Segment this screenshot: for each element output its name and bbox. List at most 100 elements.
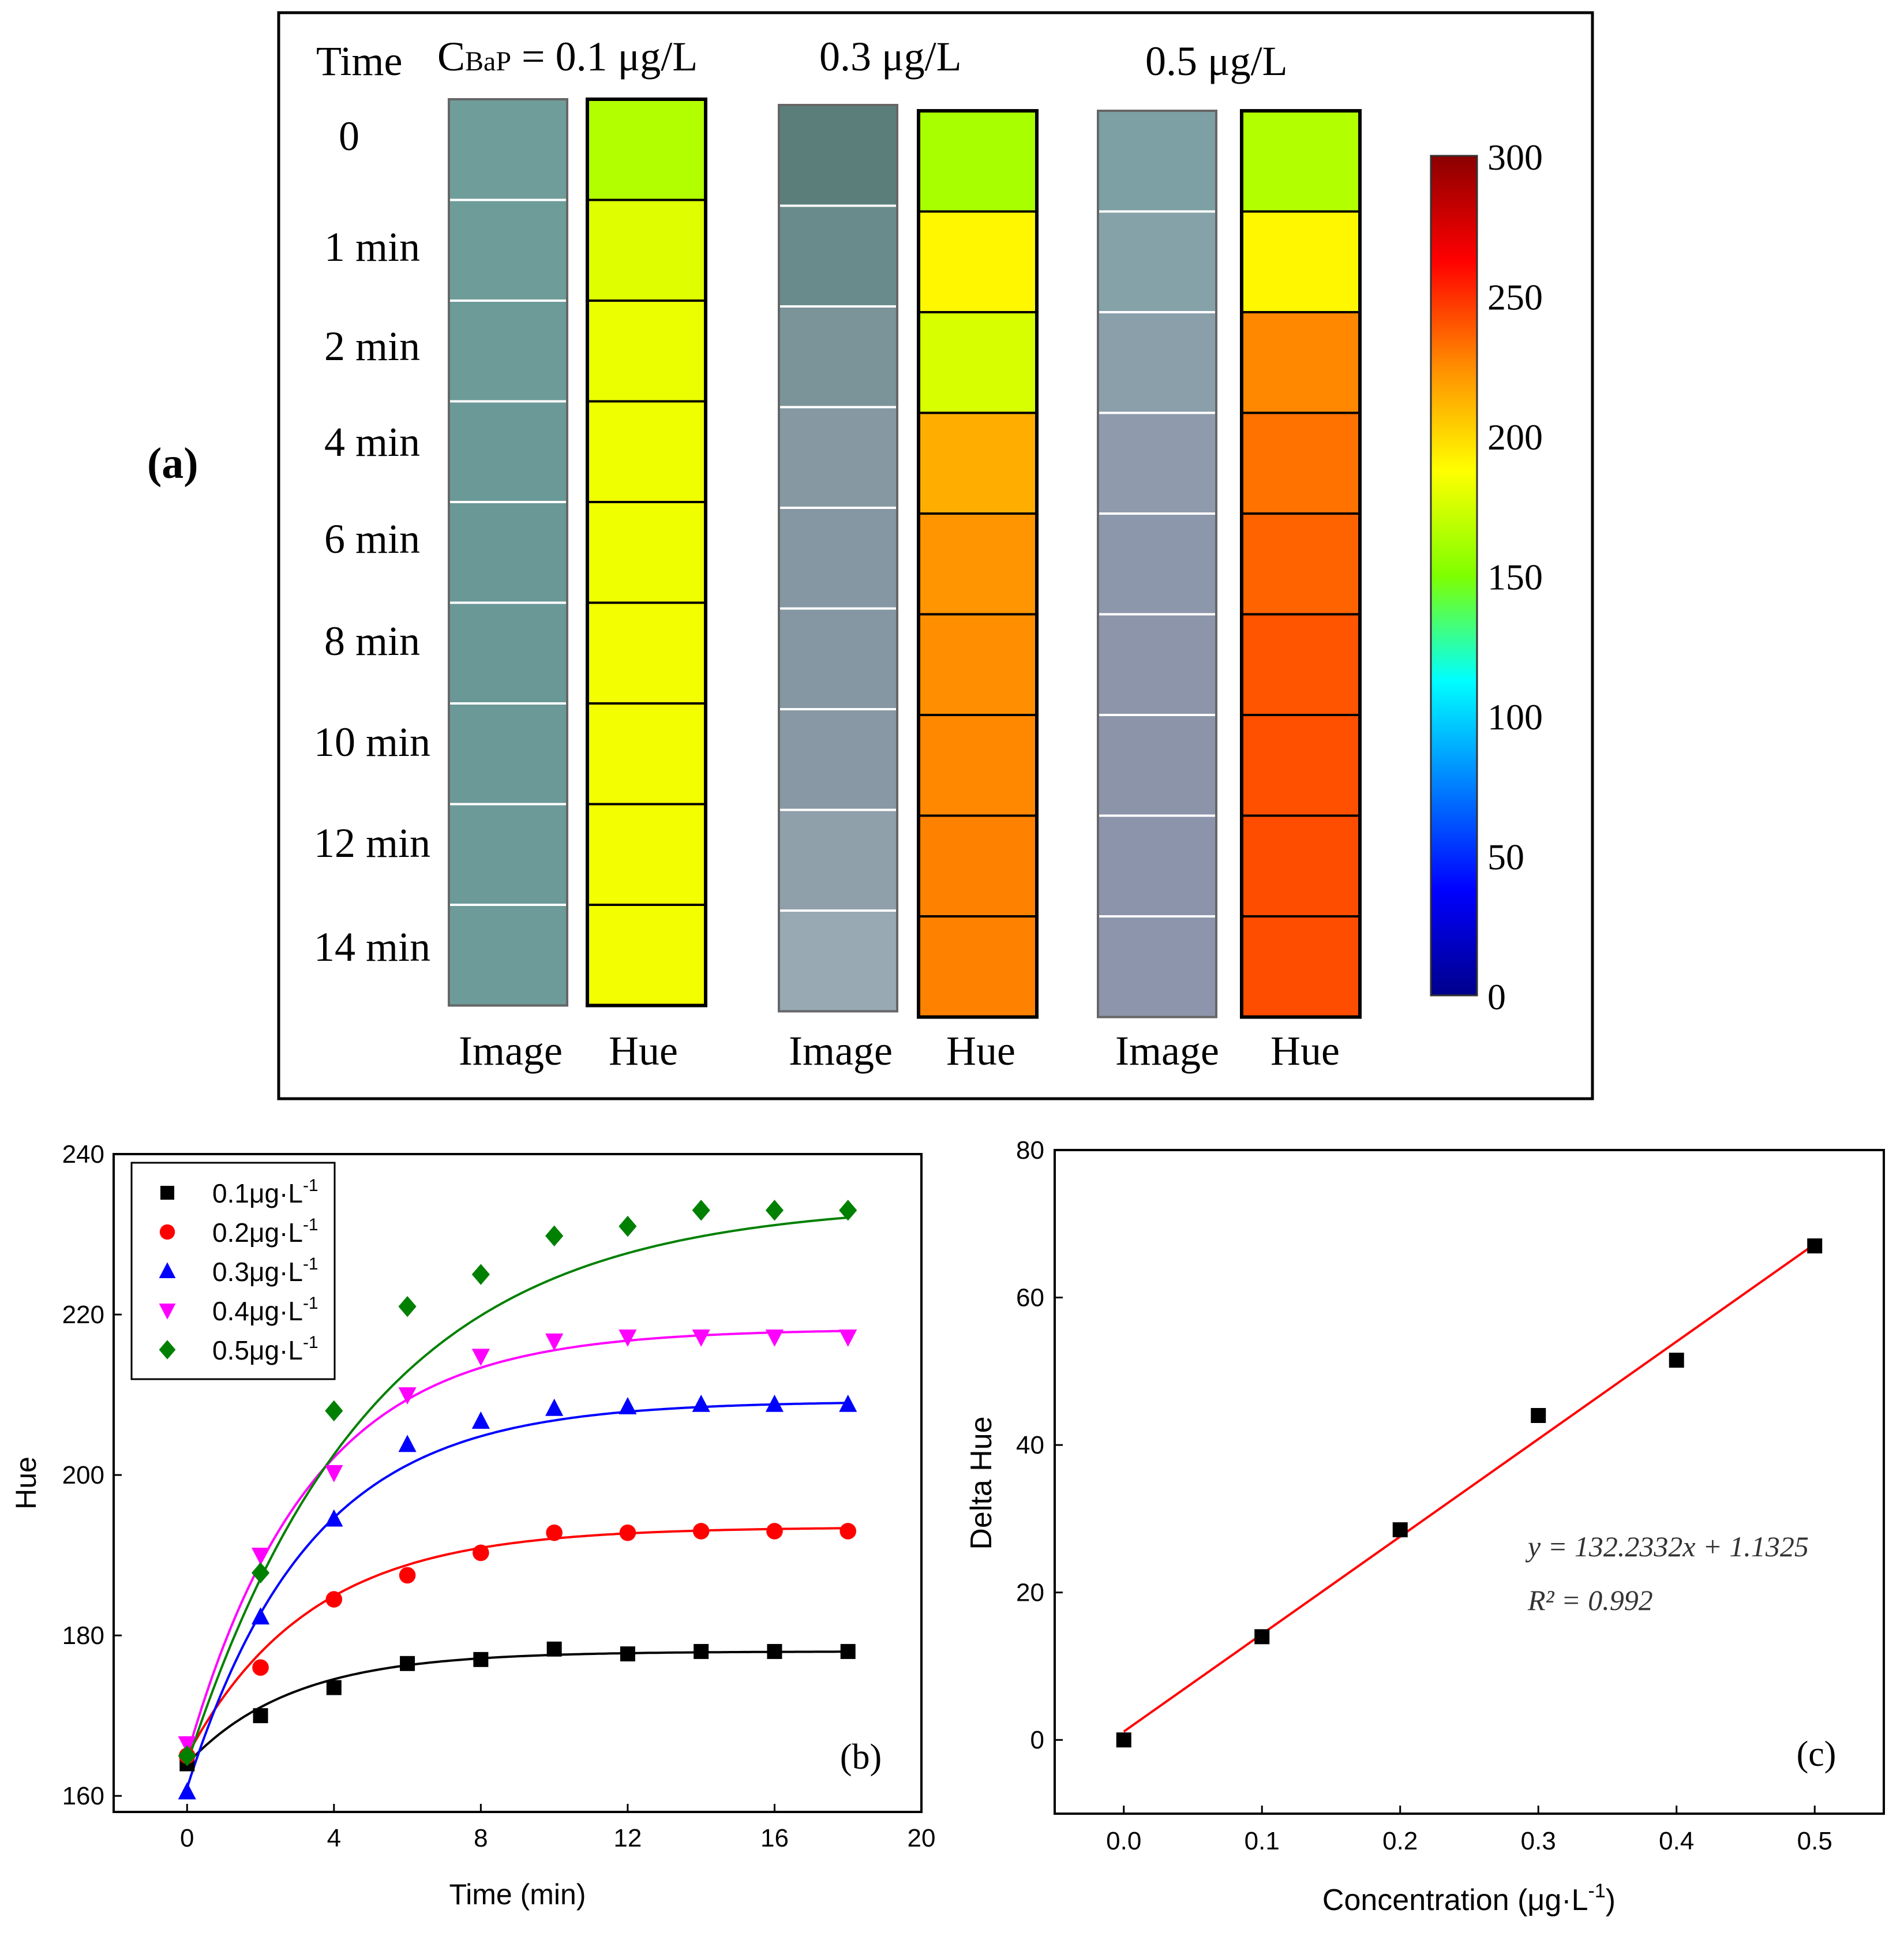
chart-c-xlabel: Concentration (μg·L-1) bbox=[1322, 1880, 1616, 1917]
image-cell bbox=[779, 205, 897, 306]
chart-b-fit-line bbox=[186, 1216, 848, 1765]
panel-a: (a) Time CBaP = 0.1 μg/L 0.3 μg/L 0.5 μg… bbox=[147, 11, 1594, 1100]
image-cell bbox=[449, 502, 567, 603]
chart-b-point bbox=[251, 1562, 270, 1583]
chart-c-equation: y = 132.2332x + 1.1325 bbox=[1525, 1530, 1809, 1563]
chart-b-point bbox=[398, 1295, 417, 1317]
chart-b-point bbox=[251, 1548, 270, 1566]
chart-c-point bbox=[1392, 1522, 1408, 1538]
chart-b-point bbox=[325, 1509, 343, 1527]
chart-b-fit-line bbox=[186, 1330, 848, 1757]
chart-b-panel-label: (b) bbox=[840, 1737, 882, 1777]
chart-b-point bbox=[545, 1333, 564, 1351]
hue-cell bbox=[1240, 915, 1361, 1018]
chart-c-points bbox=[1116, 1238, 1823, 1748]
chart-b-point bbox=[326, 1680, 342, 1695]
hue-cell bbox=[917, 814, 1038, 918]
chart-b-ytick-label: 180 bbox=[62, 1622, 104, 1650]
image-cell bbox=[779, 709, 897, 810]
chart-b-fit-line bbox=[186, 1527, 848, 1757]
chart-c-ytick-label: 40 bbox=[1016, 1431, 1044, 1459]
hue-cell bbox=[586, 803, 707, 906]
colorbar-tick-label: 100 bbox=[1487, 696, 1543, 737]
chart-c-xtick-label: 0.1 bbox=[1245, 1827, 1280, 1855]
time-label: 2 min bbox=[324, 323, 420, 369]
chart-b-point bbox=[620, 1646, 635, 1662]
time-label: 0 bbox=[339, 113, 359, 159]
chart-b-ytick-label: 220 bbox=[62, 1301, 104, 1329]
chart-b-point bbox=[839, 1200, 857, 1221]
chart-b-point bbox=[765, 1394, 784, 1412]
image-cell bbox=[779, 608, 897, 709]
image-cell bbox=[1098, 614, 1216, 715]
panel-b: 0 4 8 12 16 20 160 180 200 220 240 0.1μg·L-1 0.2μg·… bbox=[10, 1140, 935, 1911]
chart-b-point bbox=[839, 1329, 857, 1347]
chart-c-xtick-label: 0.3 bbox=[1521, 1827, 1556, 1855]
colorbar-ticks: 300 250 200 150 100 50 0 bbox=[1487, 137, 1543, 1017]
chart-b-legend-label: 0.4μg·L-1 bbox=[212, 1294, 318, 1326]
image-cell bbox=[1098, 211, 1216, 312]
panel-c: 0.0 0.1 0.2 0.3 0.4 0.5 0 20 40 60 80 y = 132.2332… bbox=[965, 1136, 1885, 1917]
chart-b-point bbox=[400, 1656, 415, 1671]
chart-b-point bbox=[251, 1607, 270, 1625]
time-label: 12 min bbox=[314, 820, 430, 866]
chart-b-point bbox=[325, 1400, 343, 1422]
strip-frame bbox=[586, 98, 707, 1008]
chart-b-point bbox=[546, 1641, 562, 1657]
time-label: 14 min bbox=[314, 924, 430, 970]
time-label: 6 min bbox=[324, 516, 420, 562]
time-label: 10 min bbox=[314, 719, 430, 765]
chart-b-xtick-label: 16 bbox=[760, 1824, 789, 1852]
strip-frame bbox=[917, 109, 1039, 1019]
image-cell bbox=[449, 99, 567, 200]
chart-b-point bbox=[619, 1524, 636, 1541]
chart-b-xtick-label: 20 bbox=[908, 1824, 936, 1852]
image-cell bbox=[1098, 815, 1216, 916]
chart-c-xtick-label: 0.5 bbox=[1797, 1827, 1832, 1855]
chart-c-point bbox=[1807, 1238, 1823, 1254]
chart-b-legend-label: 0.3μg·L-1 bbox=[212, 1255, 318, 1287]
chart-b-point bbox=[398, 1435, 417, 1452]
strip-frame bbox=[448, 98, 568, 1007]
chart-b-point bbox=[398, 1387, 417, 1405]
chart-b-point bbox=[252, 1659, 269, 1676]
chart-b-point bbox=[545, 1398, 564, 1416]
chart-b-fits bbox=[186, 1216, 848, 1788]
chart-b-xlabel: Time (min) bbox=[449, 1878, 586, 1911]
hue-cell bbox=[1240, 110, 1361, 213]
chart-b-fit-line bbox=[186, 1650, 848, 1765]
image-cell bbox=[449, 703, 567, 804]
image-cell bbox=[779, 407, 897, 508]
hue-cell bbox=[586, 299, 707, 403]
time-labels: 0 1 min 2 min 4 min 6 min 8 min 10 min 12 min 14… bbox=[314, 113, 430, 970]
hue-cell bbox=[1240, 411, 1361, 515]
chart-b-point bbox=[473, 1544, 489, 1561]
chart-b-ticks: 0 4 8 12 16 20 160 180 200 220 240 bbox=[62, 1140, 936, 1852]
image-cell bbox=[779, 306, 897, 407]
chart-b-frame bbox=[113, 1153, 923, 1813]
chart-b-point bbox=[765, 1329, 784, 1347]
chart-b-point bbox=[840, 1643, 856, 1659]
chart-c-ytick-label: 80 bbox=[1016, 1136, 1044, 1164]
strip-frame bbox=[1240, 109, 1362, 1019]
hue-cell bbox=[586, 702, 707, 806]
image-cell bbox=[779, 911, 897, 1012]
hue-cell bbox=[1240, 512, 1361, 616]
chart-b-point bbox=[692, 1523, 710, 1540]
chart-c-ticks: 0.0 0.1 0.2 0.3 0.4 0.5 0 20 40 60 80 bbox=[1016, 1136, 1832, 1855]
chart-c-point bbox=[1669, 1353, 1684, 1368]
hue-cell bbox=[586, 98, 707, 201]
hue-cell bbox=[917, 411, 1038, 515]
hue-cell bbox=[1240, 311, 1361, 414]
chart-c-xtick-label: 0.0 bbox=[1106, 1827, 1141, 1855]
chart-b-legend-marker bbox=[160, 1186, 174, 1200]
hue-cell bbox=[586, 400, 707, 503]
chart-b-legend-marker bbox=[159, 1224, 175, 1240]
panel-a-label: (a) bbox=[147, 439, 198, 488]
hue-cell bbox=[1240, 814, 1361, 918]
chart-b-point bbox=[839, 1394, 857, 1412]
chart-b-legend-entries: 0.1μg·L-1 0.2μg·L-1 0.3μg·L-1 0.4μg·L-1 0.5μ… bbox=[159, 1176, 318, 1365]
chart-b-legend-marker bbox=[159, 1304, 176, 1320]
colorbar-tick-label: 200 bbox=[1487, 417, 1543, 458]
